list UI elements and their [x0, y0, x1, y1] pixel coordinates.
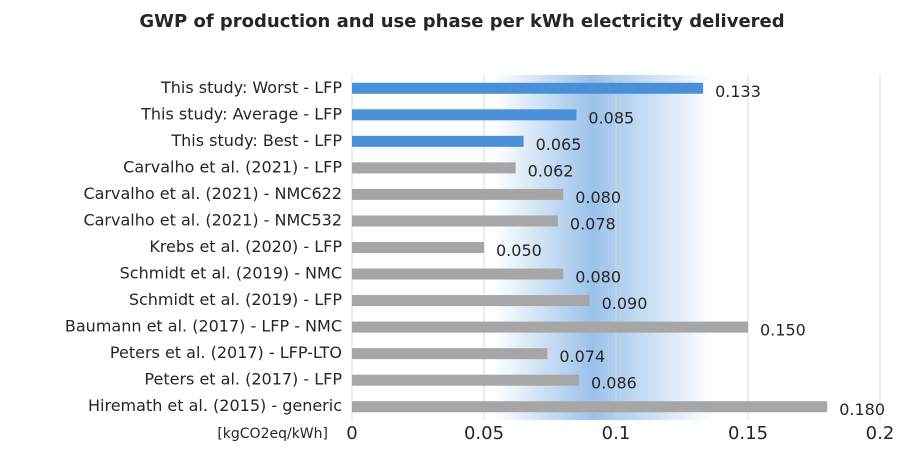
value-label: 0.065: [536, 135, 582, 154]
bar: [352, 295, 590, 307]
y-tick-label: Baumann et al. (2017) - LFP - NMC: [65, 317, 342, 336]
y-tick-label: This study: Average - LFP: [140, 104, 342, 123]
value-label: 0.078: [570, 214, 616, 233]
bar: [352, 242, 484, 253]
bar: [352, 374, 580, 386]
y-tick-label: Carvalho et al. (2021) - NMC532: [83, 210, 342, 229]
value-label: 0.050: [496, 241, 542, 260]
bar: [352, 188, 564, 200]
y-tick-label: Schmidt et al. (2019) - NMC: [120, 264, 342, 283]
bar: [352, 348, 548, 360]
value-label: 0.080: [575, 188, 621, 207]
bar: [352, 109, 577, 121]
y-tick-label: Carvalho et al. (2021) - NMC622: [83, 184, 342, 203]
y-tick-label: This study: Worst - LFP: [160, 78, 342, 97]
x-tick-label: 0.15: [728, 423, 768, 444]
bar: [352, 268, 564, 280]
chart-title: GWP of production and use phase per kWh …: [139, 11, 784, 32]
value-label: 0.062: [528, 161, 574, 180]
x-tick-label: 0: [346, 423, 357, 444]
bar: [352, 401, 828, 413]
value-label: 0.090: [602, 294, 648, 313]
y-tick-label: This study: Best - LFP: [170, 131, 342, 150]
bar: [352, 82, 704, 94]
value-label: 0.080: [575, 268, 621, 287]
bar: [352, 321, 748, 333]
y-tick-label: Schmidt et al. (2019) - LFP: [129, 290, 343, 309]
y-tick-label: Peters et al. (2017) - LFP-LTO: [110, 343, 342, 362]
bar: [352, 135, 524, 147]
y-tick-label: Peters et al. (2017) - LFP: [144, 370, 342, 389]
y-tick-label: Carvalho et al. (2021) - LFP: [123, 157, 342, 176]
x-tick-label: 0.1: [602, 423, 631, 444]
bar: [352, 162, 516, 174]
value-label: 0.074: [559, 347, 605, 366]
y-tick-label: Hiremath et al. (2015) - generic: [88, 396, 342, 415]
value-label: 0.086: [591, 374, 637, 393]
value-label: 0.150: [760, 321, 806, 340]
bar: [352, 215, 558, 227]
value-label: 0.133: [715, 82, 761, 101]
x-tick-label: 0.2: [866, 423, 895, 444]
range-band: [493, 75, 714, 420]
x-tick-label: 0.05: [464, 423, 504, 444]
y-tick-label: Krebs et al. (2020) - LFP: [149, 237, 342, 256]
value-label: 0.085: [588, 108, 634, 127]
axis-label: [kgCO2eq/kWh]: [217, 426, 328, 442]
value-label: 0.180: [839, 400, 885, 419]
